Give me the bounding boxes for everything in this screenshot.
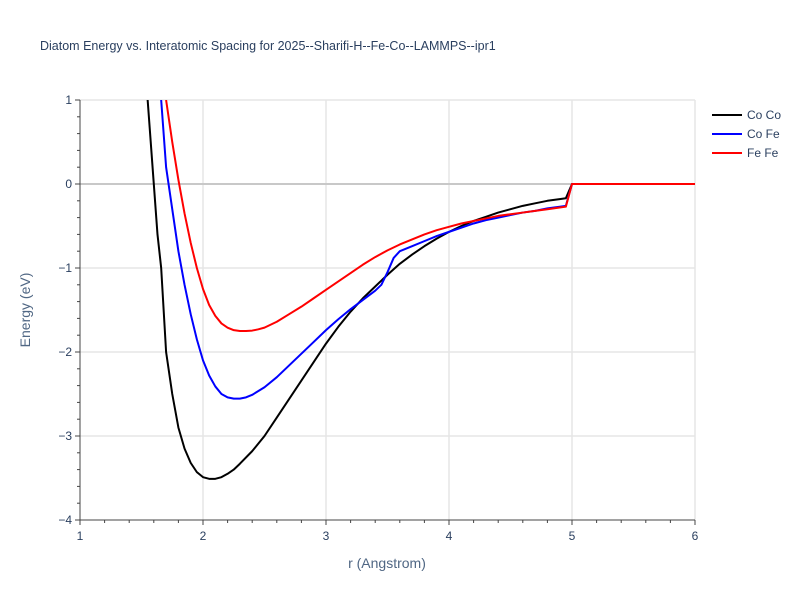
axes-layer <box>75 99 696 525</box>
series-line-fe-fe[interactable] <box>165 100 695 332</box>
y-tick-label: −4 <box>58 513 72 527</box>
legend-label: Co Fe <box>747 127 780 141</box>
x-tick-label: 1 <box>77 529 84 543</box>
x-tick-label: 5 <box>569 529 576 543</box>
grid-layer <box>80 99 696 520</box>
tick-layer: 1 2 3 4 5 6 1 0 −1 −2 −3 −4 <box>58 93 698 543</box>
legend[interactable]: Co Co Co Fe Fe Fe <box>712 108 781 160</box>
legend-item-co-fe[interactable]: Co Fe <box>712 127 780 141</box>
x-axis-label: r (Angstrom) <box>348 555 426 571</box>
chart-title: Diatom Energy vs. Interatomic Spacing fo… <box>40 39 496 53</box>
series-layer <box>142 0 696 480</box>
x-tick-label: 6 <box>692 529 699 543</box>
y-tick-label: −2 <box>58 345 72 359</box>
y-axis-label: Energy (eV) <box>17 273 33 348</box>
y-tick-label: −3 <box>58 429 72 443</box>
series-line-co-co[interactable] <box>142 0 696 480</box>
x-tick-label: 3 <box>323 529 330 543</box>
legend-label: Co Co <box>747 108 781 122</box>
x-tick-label: 2 <box>200 529 207 543</box>
y-tick-label: 0 <box>65 177 72 191</box>
y-tick-label: 1 <box>65 93 72 107</box>
legend-item-fe-fe[interactable]: Fe Fe <box>712 146 779 160</box>
legend-item-co-co[interactable]: Co Co <box>712 108 781 122</box>
legend-label: Fe Fe <box>747 146 779 160</box>
x-tick-label: 4 <box>446 529 453 543</box>
y-tick-label: −1 <box>58 261 72 275</box>
